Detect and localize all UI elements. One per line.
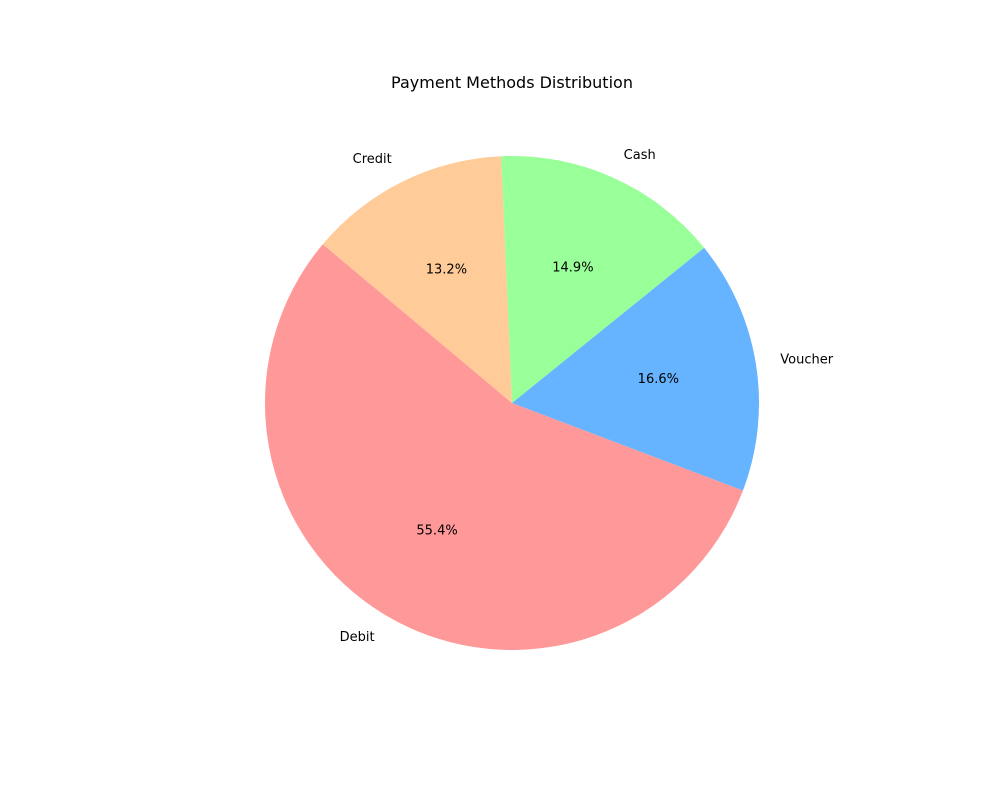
percent-label-credit: 13.2% <box>426 263 467 278</box>
pie-slice-cash <box>501 156 705 403</box>
pie-slices <box>264 156 759 651</box>
slice-label-debit: Debit <box>340 630 375 645</box>
percent-label-voucher: 16.6% <box>638 372 679 387</box>
pie-slice-debit <box>264 244 743 651</box>
slice-label-credit: Credit <box>353 152 392 167</box>
pie-slice-voucher <box>512 247 759 491</box>
pie-labels: Debit 55.4% Voucher 16.6% Cash 14.9% Credit 13.… <box>340 148 834 645</box>
percent-label-debit: 55.4% <box>416 523 457 538</box>
chart-title: Payment Methods Distribution <box>391 73 633 92</box>
slice-label-voucher: Voucher <box>780 353 833 368</box>
pie-slice-credit <box>322 156 512 403</box>
percent-label-cash: 14.9% <box>552 260 593 275</box>
slice-label-cash: Cash <box>624 148 656 163</box>
